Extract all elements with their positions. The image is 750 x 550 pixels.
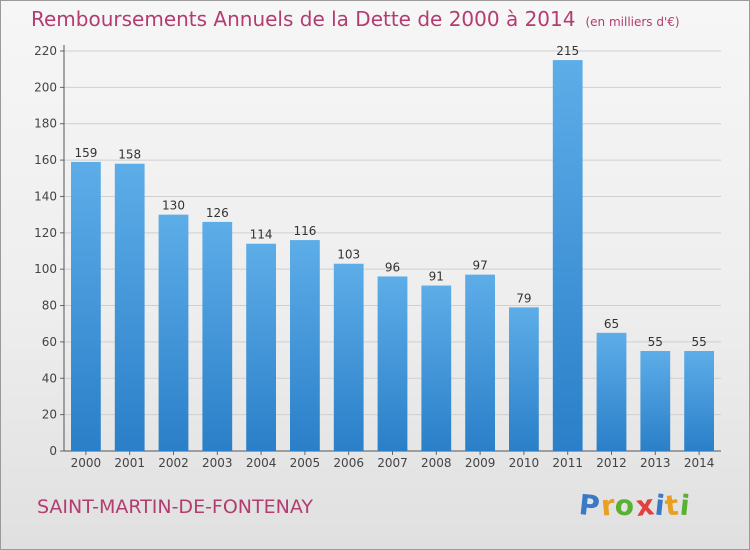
bar-2005 bbox=[290, 240, 320, 451]
chart-title: Remboursements Annuels de la Dette de 20… bbox=[31, 7, 680, 31]
x-tick-label-2001: 2001 bbox=[114, 456, 145, 470]
data-label-2005: 116 bbox=[293, 224, 316, 238]
data-label-2008: 91 bbox=[429, 270, 444, 284]
data-label-2002: 130 bbox=[162, 199, 185, 213]
data-label-2007: 96 bbox=[385, 260, 400, 274]
data-label-2001: 158 bbox=[118, 148, 141, 162]
x-tick-label-2010: 2010 bbox=[509, 456, 540, 470]
y-tick-label: 160 bbox=[34, 153, 57, 167]
x-tick-label-2011: 2011 bbox=[552, 456, 583, 470]
data-label-2000: 159 bbox=[74, 146, 97, 160]
bar-2010 bbox=[509, 307, 539, 451]
y-tick-label: 120 bbox=[34, 226, 57, 240]
y-tick-label: 20 bbox=[42, 408, 57, 422]
bar-2001 bbox=[114, 163, 145, 452]
bar-2013 bbox=[640, 351, 671, 451]
x-tick-label-2002: 2002 bbox=[158, 456, 189, 470]
x-tick-label-2000: 2000 bbox=[71, 456, 102, 470]
data-label-2003: 126 bbox=[206, 206, 229, 220]
y-tick-label: 80 bbox=[42, 299, 57, 313]
x-tick-label-2013: 2013 bbox=[640, 456, 671, 470]
x-tick-label-2005: 2005 bbox=[290, 456, 321, 470]
bar-2000 bbox=[71, 161, 101, 451]
y-tick-label: 220 bbox=[34, 44, 57, 58]
data-label-2009: 97 bbox=[472, 259, 487, 273]
bar-2002 bbox=[158, 214, 189, 451]
data-label-2014: 55 bbox=[691, 335, 706, 349]
x-tick-label-2003: 2003 bbox=[202, 456, 233, 470]
proxiti-logo: Proxiti bbox=[577, 487, 692, 524]
data-label-2004: 114 bbox=[250, 228, 273, 242]
x-tick-label-2012: 2012 bbox=[596, 456, 627, 470]
chart-title-text: Remboursements Annuels de la Dette de 20… bbox=[31, 7, 576, 31]
data-label-2010: 79 bbox=[516, 291, 531, 305]
data-label-2013: 55 bbox=[648, 335, 663, 349]
data-label-2012: 65 bbox=[604, 317, 619, 331]
x-tick-label-2007: 2007 bbox=[377, 456, 408, 470]
x-tick-label-2008: 2008 bbox=[421, 456, 452, 470]
bar-2008 bbox=[421, 285, 452, 451]
data-label-2011: 215 bbox=[556, 44, 579, 58]
y-tick-label: 0 bbox=[49, 444, 57, 458]
y-tick-label: 100 bbox=[34, 262, 57, 276]
y-tick-label: 200 bbox=[34, 80, 57, 94]
data-label-2006: 103 bbox=[337, 248, 360, 262]
x-tick-label-2006: 2006 bbox=[333, 456, 364, 470]
y-tick-label: 60 bbox=[42, 335, 57, 349]
bar-2003 bbox=[202, 221, 233, 451]
y-tick-label: 40 bbox=[42, 371, 57, 385]
bar-2012 bbox=[596, 332, 627, 451]
bar-2014 bbox=[684, 351, 714, 451]
bar-2006 bbox=[333, 263, 364, 451]
x-tick-label-2004: 2004 bbox=[246, 456, 277, 470]
logo-letter: i bbox=[677, 488, 692, 523]
logo-letter: P bbox=[577, 487, 603, 524]
bar-2007 bbox=[377, 276, 408, 451]
y-tick-label: 140 bbox=[34, 189, 57, 203]
bar-2004 bbox=[246, 243, 276, 451]
x-tick-label-2009: 2009 bbox=[465, 456, 496, 470]
chart-unit-note: (en milliers d'€) bbox=[585, 15, 680, 29]
bar-2011 bbox=[552, 60, 583, 452]
x-tick-label-2014: 2014 bbox=[684, 456, 715, 470]
y-tick-label: 180 bbox=[34, 117, 57, 131]
commune-name: SAINT-MARTIN-DE-FONTENAY bbox=[37, 496, 313, 518]
bar-2009 bbox=[465, 274, 495, 451]
